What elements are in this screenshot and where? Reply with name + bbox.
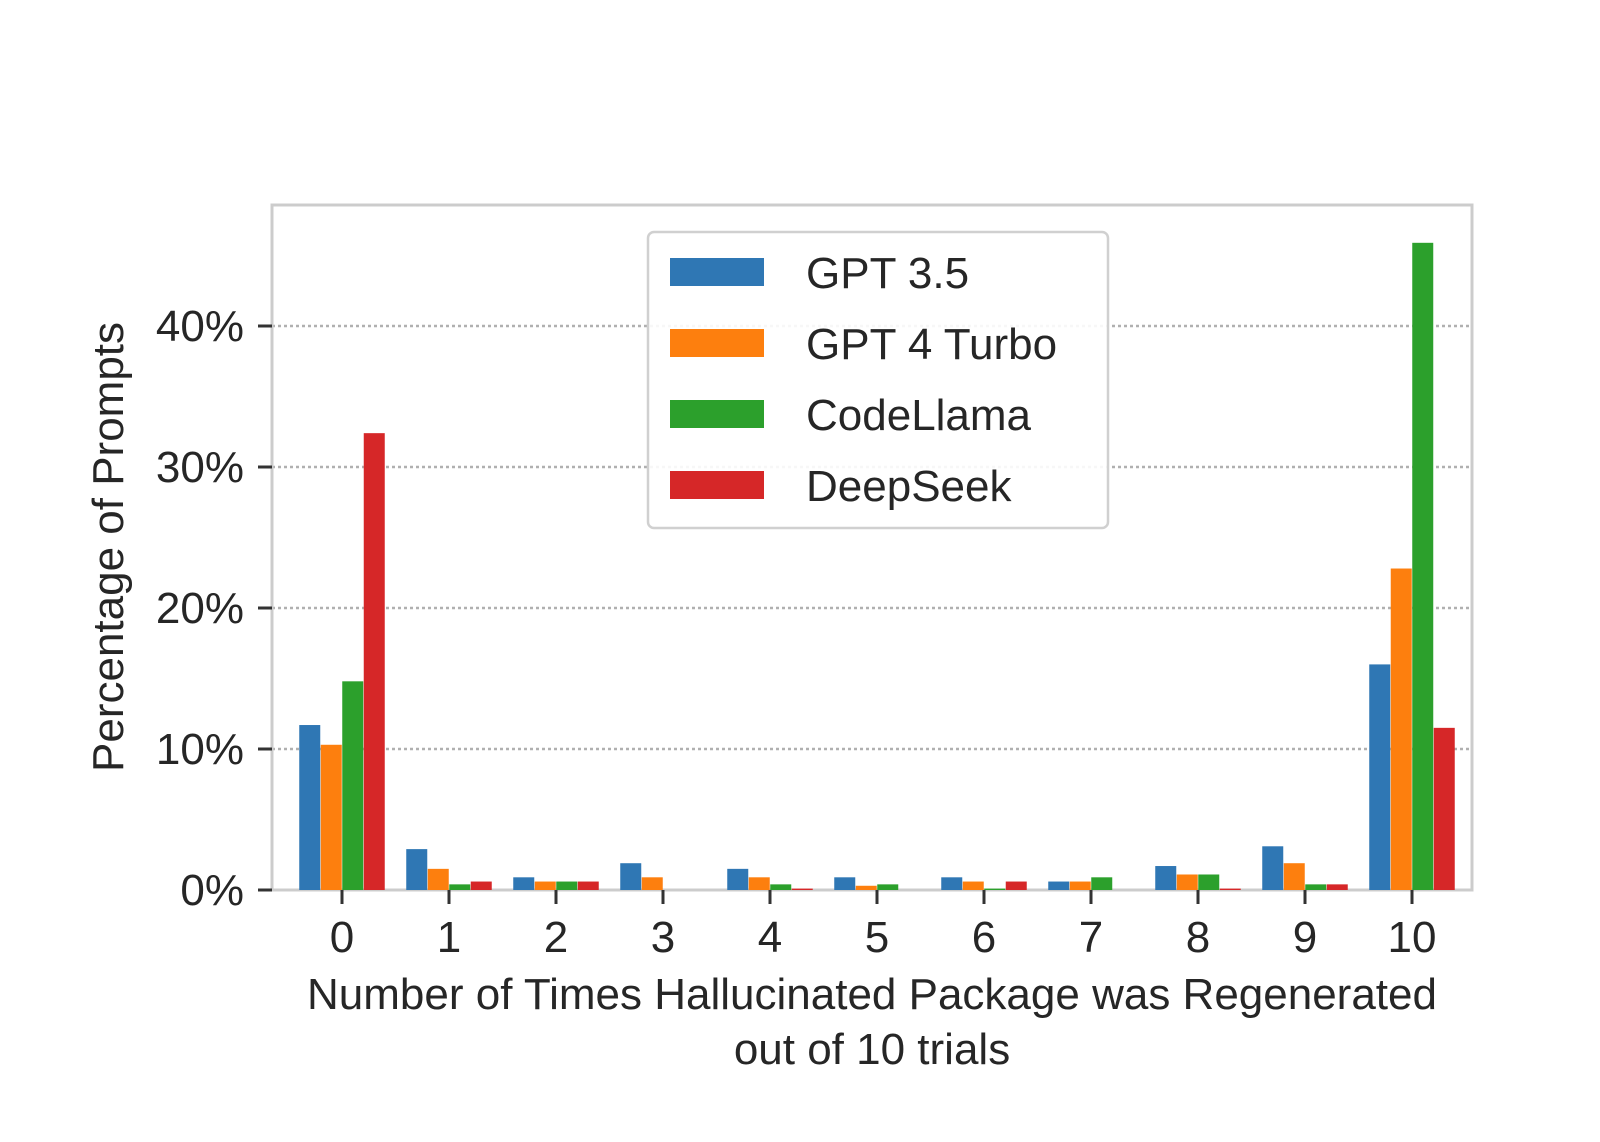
bar bbox=[1433, 727, 1455, 890]
legend-box bbox=[646, 230, 1110, 530]
x-axis-label: Number of Times Hallucinated Package was… bbox=[307, 970, 1437, 1019]
bar bbox=[1069, 881, 1091, 890]
bar bbox=[1198, 874, 1220, 890]
bar bbox=[406, 849, 428, 890]
legend-label: GPT 4 Turbo bbox=[806, 320, 1057, 369]
legend-label: DeepSeek bbox=[806, 462, 1012, 511]
bar bbox=[513, 877, 535, 890]
bar bbox=[641, 877, 663, 890]
bar bbox=[363, 433, 385, 890]
bar bbox=[299, 725, 321, 890]
bar bbox=[1262, 846, 1284, 890]
legend-label: GPT 3.5 bbox=[806, 249, 969, 298]
legend-swatch bbox=[670, 329, 764, 357]
y-axis-label: Percentage of Prompts bbox=[84, 322, 133, 772]
bar bbox=[1155, 866, 1177, 890]
bar bbox=[449, 884, 471, 890]
bar bbox=[1048, 881, 1070, 890]
y-tick-label: 30% bbox=[156, 443, 244, 492]
bar bbox=[941, 877, 963, 890]
bar bbox=[1369, 664, 1391, 890]
bar bbox=[834, 877, 856, 890]
bars bbox=[299, 242, 1455, 890]
bar bbox=[1283, 863, 1305, 890]
bar bbox=[962, 881, 984, 890]
bar bbox=[1412, 242, 1434, 890]
x-tick-label: 10 bbox=[1388, 913, 1437, 962]
bar bbox=[877, 884, 899, 890]
x-tick-label: 4 bbox=[758, 913, 782, 962]
x-tick-label: 1 bbox=[437, 913, 461, 962]
x-tick-label: 6 bbox=[972, 913, 996, 962]
bar bbox=[577, 881, 599, 890]
bar bbox=[1305, 884, 1327, 890]
bar bbox=[1219, 888, 1241, 890]
bar bbox=[984, 888, 1006, 890]
bar bbox=[620, 863, 642, 890]
bar bbox=[470, 881, 492, 890]
bar bbox=[342, 681, 364, 890]
legend: GPT 3.5 GPT 4 Turbo CodeLlama DeepSeek bbox=[646, 230, 1110, 530]
x-tick-label: 0 bbox=[330, 913, 354, 962]
bar bbox=[748, 877, 770, 890]
x-tick-label: 2 bbox=[544, 913, 568, 962]
bar bbox=[1091, 877, 1113, 890]
y-tick-label: 10% bbox=[156, 725, 244, 774]
legend-label: CodeLlama bbox=[806, 391, 1032, 440]
bar bbox=[427, 868, 449, 890]
bar bbox=[1326, 884, 1348, 890]
bar bbox=[1005, 881, 1027, 890]
axes: 0% 10% 20% 30% 40% 0 1 2 3 4 5 6 7 8 9 10 bbox=[156, 302, 1437, 962]
x-tick-label: 8 bbox=[1186, 913, 1210, 962]
x-tick-label: 7 bbox=[1079, 913, 1103, 962]
bar bbox=[770, 884, 792, 890]
legend-swatch bbox=[670, 400, 764, 428]
bar bbox=[1390, 568, 1412, 890]
x-tick-label: 9 bbox=[1293, 913, 1317, 962]
y-tick-label: 0% bbox=[180, 866, 244, 915]
x-tick-label: 3 bbox=[651, 913, 675, 962]
bar bbox=[855, 885, 877, 890]
y-tick-label: 20% bbox=[156, 584, 244, 633]
legend-swatch bbox=[670, 471, 764, 499]
bar bbox=[320, 744, 342, 890]
bar bbox=[556, 881, 578, 890]
y-tick-label: 40% bbox=[156, 302, 244, 351]
bar bbox=[1176, 874, 1198, 890]
bar bbox=[791, 888, 813, 890]
legend-swatch bbox=[670, 258, 764, 286]
x-tick-label: 5 bbox=[865, 913, 889, 962]
bar bbox=[727, 868, 749, 890]
x-axis-label-line-2: out of 10 trials bbox=[734, 1025, 1010, 1074]
bar bbox=[534, 881, 556, 890]
